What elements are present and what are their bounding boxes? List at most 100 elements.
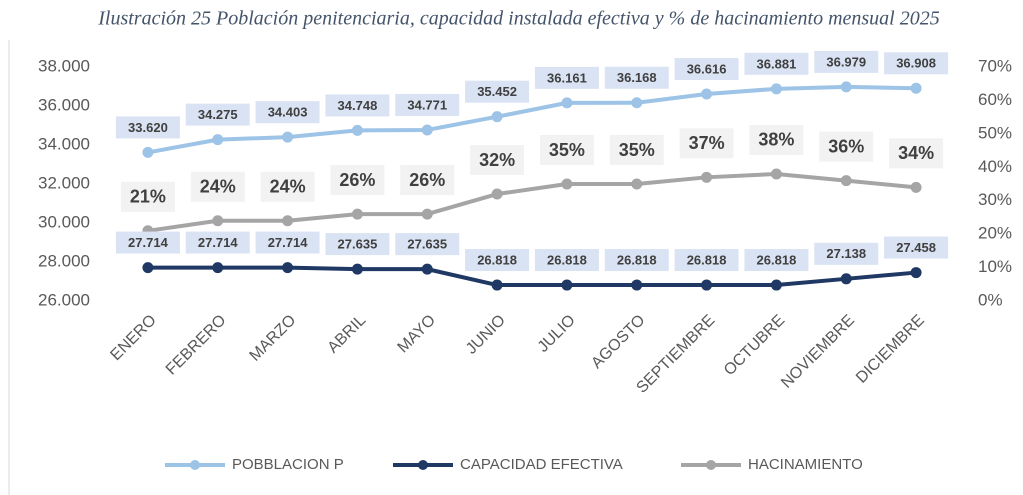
- point: [212, 134, 224, 146]
- data-label: 27.714: [128, 235, 169, 250]
- point: [840, 273, 852, 285]
- label-box: [465, 249, 530, 272]
- data-label: 37%: [689, 133, 725, 153]
- data-label: 27.714: [198, 235, 239, 250]
- point: [561, 178, 573, 190]
- x-tick-label: JULIO: [535, 312, 579, 356]
- data-label: 26.818: [687, 252, 727, 267]
- data-label: 27.635: [338, 237, 378, 252]
- point: [212, 215, 224, 227]
- point: [561, 97, 573, 109]
- label-box: [330, 165, 385, 196]
- y2-tick-label: 20%: [978, 224, 1012, 243]
- x-tick-label: DICIEMBRE: [853, 312, 928, 387]
- data-label: 34.771: [407, 97, 447, 112]
- point: [770, 83, 782, 95]
- label-box: [814, 50, 879, 73]
- label-box: [400, 165, 455, 196]
- x-tick-label: OCTUBRE: [721, 312, 788, 379]
- data-label: 36.616: [687, 61, 727, 76]
- label-box: [185, 103, 250, 126]
- label-box: [115, 116, 180, 139]
- data-label: 36.979: [826, 54, 866, 69]
- legend-label: CAPACIDAD EFECTIVA: [460, 456, 623, 473]
- label-box: [609, 135, 664, 165]
- label-box: [260, 171, 315, 202]
- x-tick-label: JUNIO: [463, 312, 509, 358]
- point: [351, 208, 363, 220]
- y-tick-label: 34.000: [38, 134, 90, 153]
- label-box: [395, 93, 460, 116]
- y2-tick-label: 0%: [978, 290, 1003, 309]
- legend-marker: [418, 460, 428, 470]
- data-label: 27.714: [268, 235, 309, 250]
- series-line: [147, 265, 917, 288]
- point: [282, 131, 294, 143]
- point: [840, 175, 852, 187]
- data-label: 38%: [758, 130, 794, 150]
- point: [561, 279, 573, 291]
- label-box: [674, 57, 739, 80]
- y-tick-label: 28.000: [38, 251, 90, 270]
- y2-tick-label: 10%: [978, 257, 1012, 276]
- label-box: [470, 145, 525, 176]
- y2-tick-label: 40%: [978, 157, 1012, 176]
- x-tick-label: FEBRERO: [163, 312, 230, 379]
- y-tick-label: 36.000: [38, 95, 90, 114]
- data-label: 36.881: [757, 56, 797, 71]
- point: [910, 82, 922, 94]
- data-label: 26.818: [477, 252, 517, 267]
- label-box: [185, 231, 250, 254]
- label-box: [539, 135, 594, 165]
- point: [701, 171, 713, 183]
- data-label: 26.818: [757, 252, 797, 267]
- label-box: [819, 131, 874, 162]
- data-label: 27.138: [826, 246, 866, 261]
- label-box: [889, 138, 944, 169]
- data-label: 35%: [619, 140, 655, 160]
- point: [840, 81, 852, 93]
- point: [421, 208, 433, 220]
- y2-tick-label: 60%: [978, 90, 1012, 109]
- y2-tick-label: 70%: [978, 56, 1012, 75]
- data-label: 26%: [409, 170, 445, 190]
- point: [282, 262, 294, 274]
- legend-marker: [706, 460, 716, 470]
- point: [421, 263, 433, 275]
- data-label: 36.168: [617, 70, 657, 85]
- point: [631, 97, 643, 109]
- point: [421, 124, 433, 136]
- y2-tick-label: 30%: [978, 190, 1012, 209]
- point: [491, 188, 503, 200]
- y2-tick-label: 50%: [978, 123, 1012, 142]
- point: [212, 262, 224, 274]
- data-label: 36.161: [547, 70, 587, 85]
- label-box: [604, 249, 669, 272]
- label-box: [604, 66, 669, 89]
- label-box: [744, 249, 809, 272]
- data-label: 33.620: [128, 120, 168, 135]
- label-box: [884, 52, 949, 75]
- y-tick-label: 30.000: [38, 212, 90, 231]
- series-line: [147, 171, 917, 233]
- label-box: [884, 236, 949, 259]
- x-tick-label: ABRIL: [325, 312, 370, 357]
- point: [770, 168, 782, 180]
- label-box: [674, 249, 739, 272]
- point: [491, 111, 503, 123]
- data-label: 21%: [130, 187, 166, 207]
- y-tick-label: 26.000: [38, 290, 90, 309]
- point: [142, 146, 154, 158]
- label-box: [190, 171, 245, 202]
- x-tick-label: MAYO: [395, 312, 440, 357]
- point: [910, 181, 922, 193]
- data-label: 27.458: [896, 240, 936, 255]
- x-tick-label: MARZO: [247, 312, 300, 365]
- chart-title: Ilustración 25 Población penitenciaria, …: [97, 8, 940, 30]
- point: [282, 215, 294, 227]
- x-tick-label: AGOSTO: [588, 312, 648, 372]
- point: [351, 124, 363, 136]
- legend-label: POBBLACION P: [232, 456, 344, 473]
- label-box: [679, 128, 734, 159]
